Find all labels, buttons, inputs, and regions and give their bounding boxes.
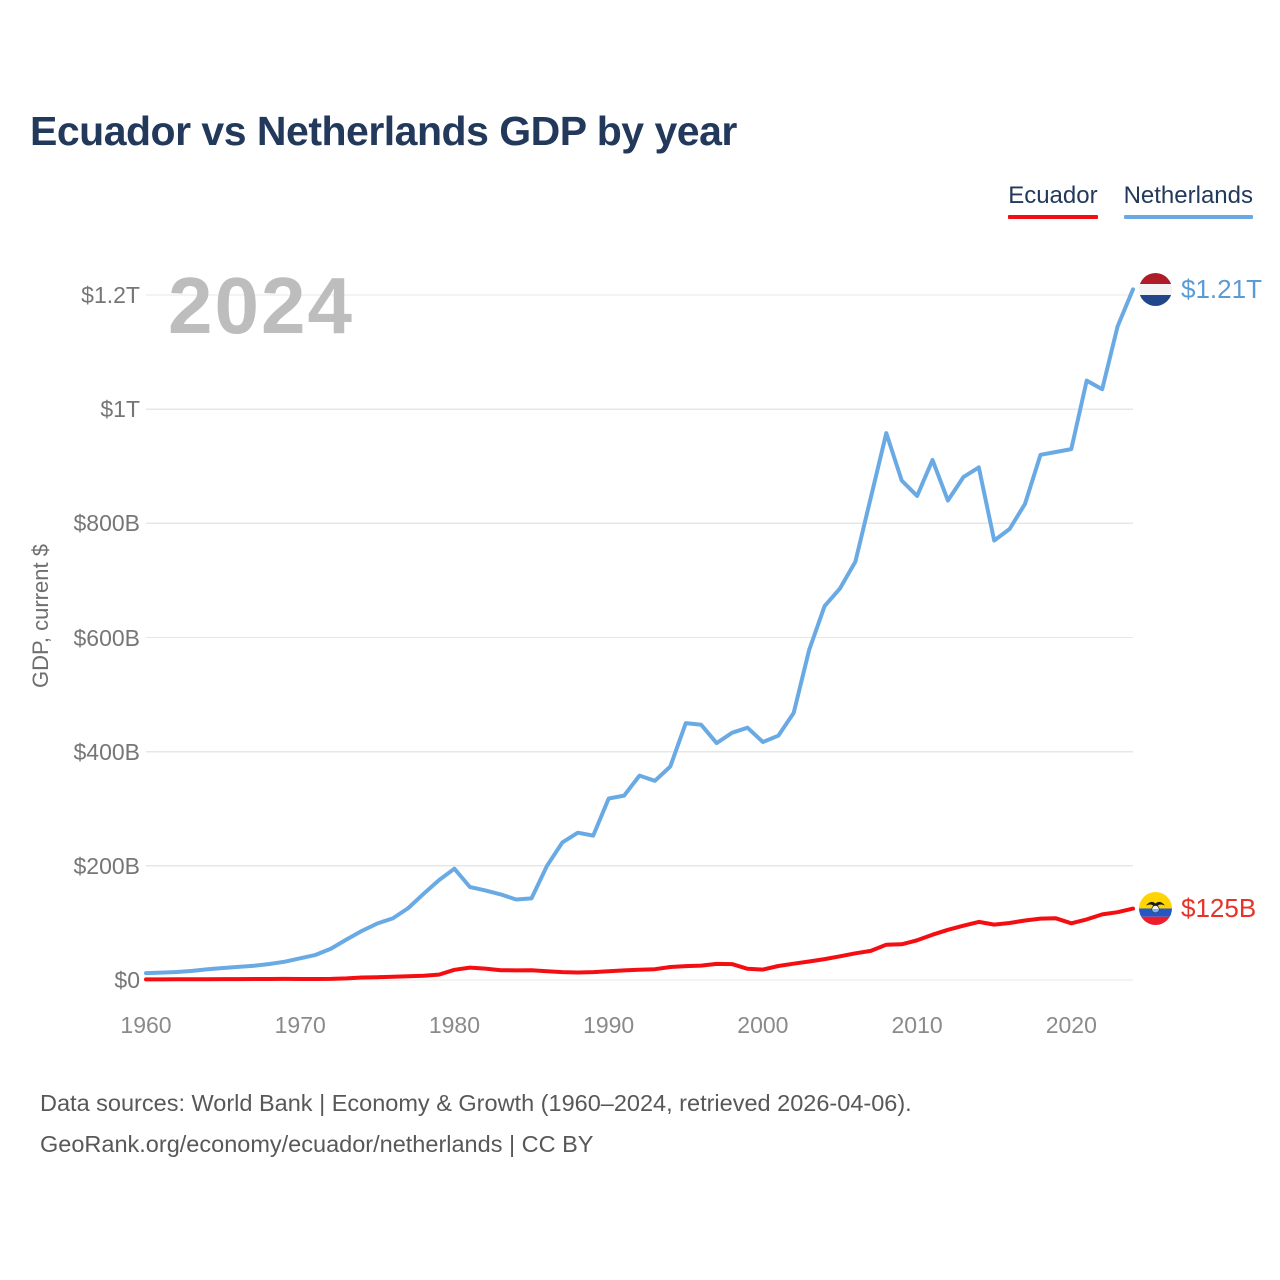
- legend-label-ecuador: Ecuador: [1008, 182, 1098, 209]
- y-tick-label: $1T: [100, 396, 140, 423]
- netherlands-flag-icon: [1139, 272, 1172, 306]
- watermark-year: 2024: [168, 261, 354, 350]
- ecuador-end-value: $125B: [1181, 893, 1257, 924]
- y-tick-label: $1.2T: [81, 282, 140, 308]
- chart-title: Ecuador vs Netherlands GDP by year: [30, 108, 737, 154]
- legend-underline-ecuador: [1008, 215, 1098, 219]
- legend: Ecuador Netherlands: [1008, 182, 1253, 219]
- y-tick-label: $0: [114, 967, 140, 993]
- x-tick-label: 2020: [1045, 1012, 1097, 1038]
- y-tick-label: $600B: [73, 624, 140, 651]
- ecuador-line[interactable]: [144, 906, 1135, 982]
- netherlands-line[interactable]: [144, 287, 1135, 976]
- y-tick-label: $400B: [73, 738, 140, 765]
- netherlands-end-label: $1.21T: [1139, 272, 1262, 306]
- legend-item-ecuador[interactable]: Ecuador: [1008, 182, 1098, 219]
- data-source-note: Data sources: World Bank | Economy & Gro…: [40, 1090, 912, 1116]
- x-tick-label: 2010: [891, 1012, 943, 1038]
- source-attribution: GeoRank.org/economy/ecuador/netherlands …: [40, 1131, 594, 1157]
- legend-underline-netherlands: [1123, 215, 1253, 219]
- x-tick-label: 1970: [274, 1012, 326, 1038]
- legend-item-netherlands[interactable]: Netherlands: [1123, 182, 1253, 219]
- legend-label-netherlands: Netherlands: [1123, 182, 1253, 209]
- x-tick-label: 2000: [737, 1012, 789, 1038]
- x-tick-label: 1980: [428, 1012, 481, 1038]
- footer: Data sources: World Bank | Economy & Gro…: [40, 1083, 912, 1165]
- x-tick-label: 1960: [120, 1012, 172, 1038]
- y-tick-label: $200B: [73, 852, 140, 879]
- x-tick-label: 1990: [583, 1012, 635, 1038]
- ecuador-flag-icon: [1139, 892, 1172, 926]
- netherlands-end-value: $1.21T: [1181, 273, 1262, 304]
- y-tick-label: $800B: [73, 510, 140, 537]
- ecuador-end-label: $125B: [1139, 892, 1257, 926]
